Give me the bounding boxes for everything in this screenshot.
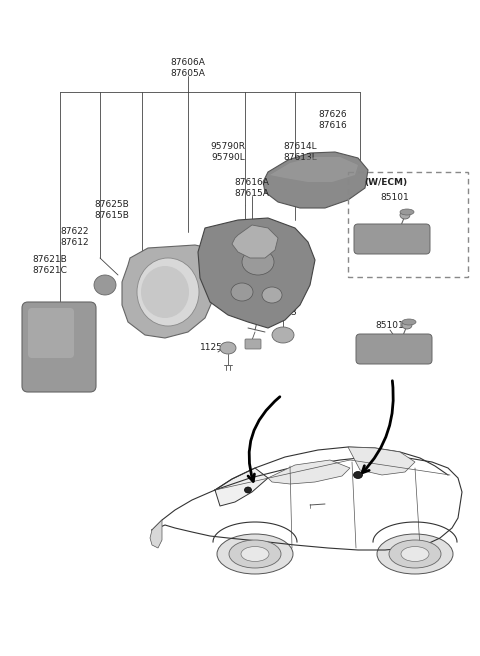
FancyBboxPatch shape <box>245 339 261 349</box>
Text: 87606A
87605A: 87606A 87605A <box>170 58 205 78</box>
Ellipse shape <box>137 258 199 326</box>
Ellipse shape <box>217 534 293 574</box>
Text: 87626
87616: 87626 87616 <box>319 110 348 130</box>
Ellipse shape <box>242 249 274 275</box>
Text: 87616A
87615A: 87616A 87615A <box>235 178 269 198</box>
Ellipse shape <box>402 319 416 325</box>
Ellipse shape <box>220 342 236 354</box>
Text: 87623C
87613: 87623C 87613 <box>265 297 300 317</box>
FancyBboxPatch shape <box>356 334 432 364</box>
Bar <box>348 172 468 277</box>
Ellipse shape <box>401 546 429 562</box>
Polygon shape <box>198 218 315 328</box>
Ellipse shape <box>141 266 189 318</box>
Ellipse shape <box>244 487 252 493</box>
Polygon shape <box>232 225 278 258</box>
Ellipse shape <box>262 287 282 303</box>
Ellipse shape <box>353 472 362 478</box>
Polygon shape <box>270 157 358 182</box>
FancyBboxPatch shape <box>28 308 74 358</box>
Polygon shape <box>263 152 368 208</box>
Ellipse shape <box>402 321 412 329</box>
Text: 85101: 85101 <box>376 321 404 329</box>
Text: 87621B
87621C: 87621B 87621C <box>33 255 67 275</box>
Ellipse shape <box>94 275 116 295</box>
Ellipse shape <box>400 209 414 215</box>
Text: (W/ECM): (W/ECM) <box>364 178 408 188</box>
Text: 87625B
87615B: 87625B 87615B <box>95 200 130 220</box>
Ellipse shape <box>400 211 410 219</box>
Ellipse shape <box>241 546 269 562</box>
Text: 87614L
87613L: 87614L 87613L <box>283 142 317 162</box>
Polygon shape <box>215 468 268 506</box>
Ellipse shape <box>229 540 281 568</box>
Ellipse shape <box>389 540 441 568</box>
Polygon shape <box>348 447 415 475</box>
Text: 95790R
95790L: 95790R 95790L <box>211 142 245 162</box>
Polygon shape <box>122 245 222 338</box>
FancyBboxPatch shape <box>22 302 96 392</box>
Text: 87622
87612: 87622 87612 <box>60 227 89 247</box>
Ellipse shape <box>231 283 253 301</box>
FancyBboxPatch shape <box>354 224 430 254</box>
Ellipse shape <box>272 327 294 343</box>
Polygon shape <box>150 520 162 548</box>
Ellipse shape <box>377 534 453 574</box>
Text: 1125DA: 1125DA <box>200 342 236 352</box>
Polygon shape <box>268 460 350 484</box>
Text: 85101: 85101 <box>381 192 409 201</box>
